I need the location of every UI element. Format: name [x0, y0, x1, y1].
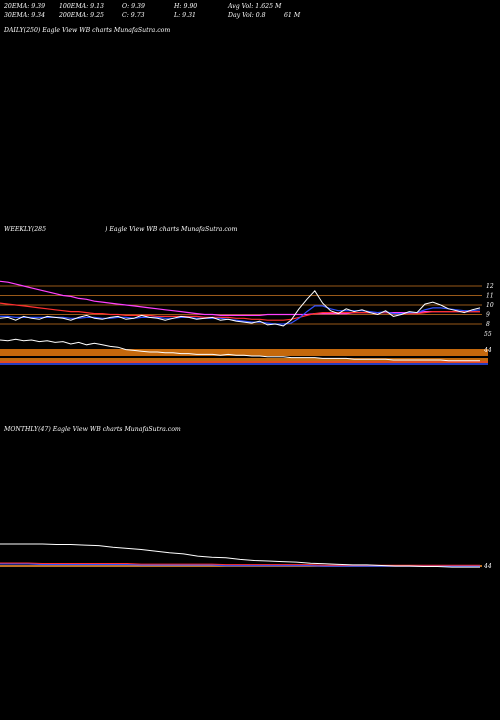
weekly-price-tick-8: 8 [486, 321, 490, 328]
weekly-price-tick-11: 11 [486, 293, 494, 300]
monthly-ema-red-line [0, 562, 480, 566]
ema200-stat: 200EMA: 9.25 [59, 12, 104, 19]
weekly-panel-label-left: WEEKLY(285 [4, 226, 47, 233]
close-stat: C: 9.73 [122, 12, 145, 19]
weekly-volume-line [0, 338, 480, 362]
weekly-panel-label-right: ) Eagle View WB charts MunafaSutra.com [105, 226, 238, 233]
weekly-price-tick-10: 10 [486, 302, 494, 309]
day-vol-unit: 61 M [284, 12, 301, 19]
weekly-volume-band-upper [0, 349, 488, 356]
open-stat: O: 9.39 [122, 3, 145, 10]
low-stat: L: 9.31 [174, 12, 196, 19]
weekly-ema-blue-line [0, 305, 481, 325]
monthly-panel-label: MONTHLY(47) Eagle View WB charts MunafaS… [4, 426, 181, 433]
daily-panel-label: DAILY(250) Eagle View WB charts MunafaSu… [4, 27, 171, 34]
monthly-chart: 44 [0, 543, 492, 570]
weekly-ema-magenta-line [0, 280, 480, 316]
weekly-price-tick-9: 9 [486, 312, 490, 319]
ema20-stat: 20EMA: 9.39 [4, 3, 46, 10]
weekly-volume-chart: 55 44 [0, 331, 492, 365]
weekly-volume-band-lower [0, 358, 488, 363]
weekly-volume-tick-55: 55 [484, 331, 492, 338]
weekly-volume-tick-44: 44 [483, 347, 492, 354]
ema30-stat: 30EMA: 9.34 [4, 12, 46, 19]
high-stat: H: 9.90 [174, 3, 198, 10]
avg-vol-stat: Avg Vol: 1.625 M [228, 3, 282, 10]
monthly-tick-44: 44 [483, 563, 492, 570]
weekly-price-line [0, 289, 481, 327]
weekly-price-tick-12: 12 [486, 283, 494, 290]
day-vol-stat: Day Vol: 0.8 [228, 12, 266, 19]
monthly-price-line [0, 543, 480, 568]
ema100-stat: 100EMA: 9.13 [59, 3, 104, 10]
weekly-price-chart: 12 11 10 9 8 [0, 280, 494, 328]
